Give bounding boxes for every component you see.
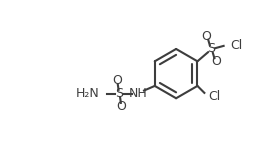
Text: NH: NH xyxy=(128,87,147,100)
Text: H₂N: H₂N xyxy=(76,87,99,100)
Text: O: O xyxy=(112,74,122,87)
Text: S: S xyxy=(207,42,215,56)
Text: Cl: Cl xyxy=(208,90,221,103)
Text: O: O xyxy=(202,30,212,43)
Text: S: S xyxy=(115,87,123,100)
Text: O: O xyxy=(211,55,221,68)
Text: Cl: Cl xyxy=(230,39,242,52)
Text: O: O xyxy=(117,100,127,113)
